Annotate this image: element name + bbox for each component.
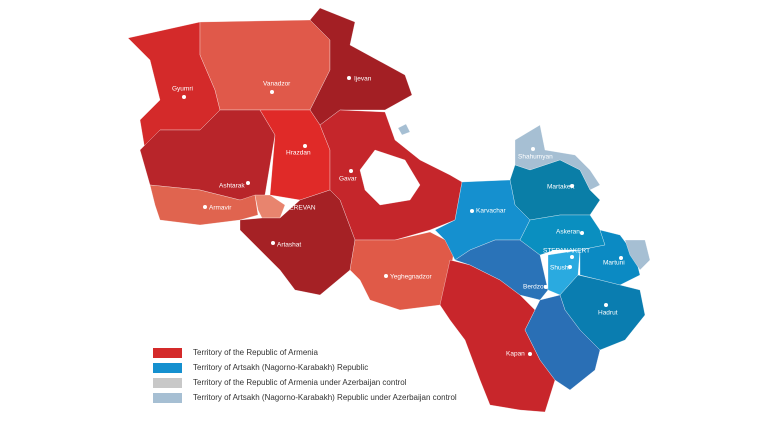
city-label: Gyumri — [172, 86, 193, 93]
city-label: Berdzor — [523, 284, 547, 291]
city-dot — [528, 352, 532, 356]
city-label: Gavar — [339, 176, 358, 183]
city-dot — [544, 285, 548, 289]
legend-swatch — [153, 348, 182, 358]
city-dot — [604, 303, 608, 307]
legend-swatch — [153, 393, 182, 403]
city-dot — [271, 241, 275, 245]
city-label: Shahumyan — [518, 154, 553, 161]
cities: Gyumri Vanadzor Ijevan Hrazdan Gavar Ash… — [172, 76, 625, 358]
city-label: STEPANAKERT — [543, 248, 590, 255]
city-dot — [570, 184, 574, 188]
legend-label: Territory of Artsakh (Nagorno-Karabakh) … — [193, 363, 368, 372]
city-dot — [270, 90, 274, 94]
city-label: Ijevan — [354, 76, 372, 83]
city-label: Yeghegnadzor — [390, 274, 433, 281]
city-dot — [246, 181, 250, 185]
city-dot — [568, 265, 572, 269]
city-dot — [470, 209, 474, 213]
city-label: Hrazdan — [286, 150, 311, 157]
city-label: Shushi — [550, 265, 570, 272]
city-dot — [580, 231, 584, 235]
city-dot — [347, 76, 351, 80]
city-label: Ashtarak — [219, 183, 245, 190]
city-dot — [203, 205, 207, 209]
city-dot — [303, 144, 307, 148]
city-dot — [384, 274, 388, 278]
city-label: Askeran — [556, 229, 580, 236]
legend-swatch — [153, 363, 182, 373]
city-label: YEREVAN — [285, 205, 316, 212]
city-dot — [182, 95, 186, 99]
city-label: Karvachar — [476, 208, 506, 215]
city-label: Vanadzor — [263, 81, 291, 88]
legend-label: Territory of the Republic of Armenia — [193, 348, 318, 357]
artsakh-regions — [434, 124, 651, 391]
city-label: Kapan — [506, 351, 525, 358]
city-label: Martuni — [603, 260, 625, 267]
legend-label: Territory of Artsakh (Nagorno-Karabakh) … — [193, 393, 457, 402]
legend-swatch — [153, 378, 182, 388]
legend-label: Territory of the Republic of Armenia und… — [193, 378, 407, 387]
city-dot — [349, 169, 353, 173]
city-label: Martakert — [547, 184, 575, 191]
city-label: Hadrut — [598, 310, 618, 317]
armenia-regions — [127, 7, 556, 413]
city-dot — [531, 147, 535, 151]
city-dot — [619, 256, 623, 260]
legend: Territory of the Republic of Armenia Terr… — [153, 348, 457, 403]
city-dot — [570, 255, 574, 259]
city-label: Armavir — [209, 205, 232, 212]
city-label: Artashat — [277, 242, 301, 249]
